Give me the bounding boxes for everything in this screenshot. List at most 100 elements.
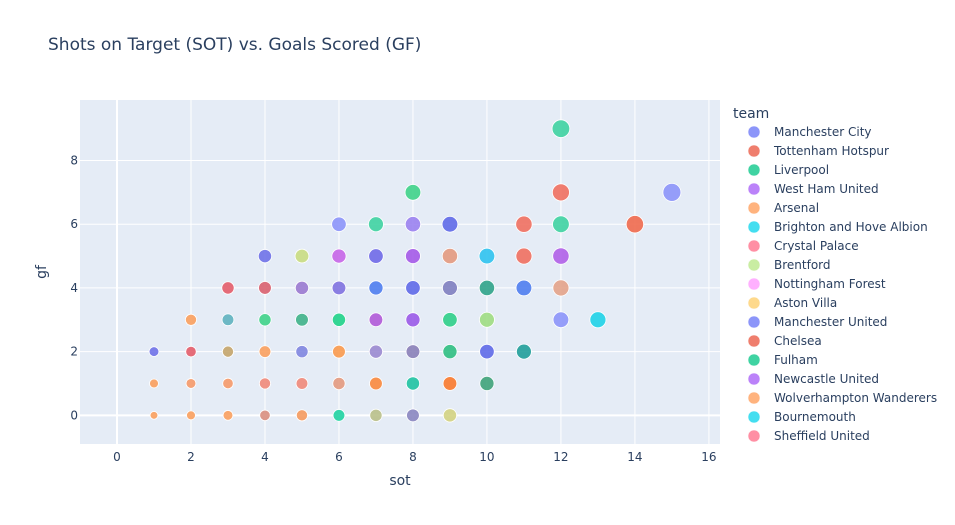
data-point[interactable]: [625, 215, 645, 234]
legend-marker: [747, 353, 761, 367]
data-point[interactable]: [149, 378, 159, 389]
legend-marker: [747, 220, 761, 234]
data-point[interactable]: [479, 343, 495, 360]
data-point[interactable]: [552, 279, 570, 297]
data-point[interactable]: [148, 346, 160, 357]
data-point[interactable]: [406, 408, 420, 423]
data-point[interactable]: [405, 280, 421, 296]
data-point[interactable]: [368, 280, 384, 296]
data-point[interactable]: [185, 378, 197, 389]
legend-label: Fulham: [774, 353, 818, 367]
data-point[interactable]: [551, 119, 571, 138]
data-point[interactable]: [222, 410, 234, 421]
data-point[interactable]: [442, 280, 458, 296]
data-point[interactable]: [552, 215, 570, 234]
data-point[interactable]: [184, 313, 197, 326]
data-point[interactable]: [294, 248, 310, 264]
legend-marker: [747, 315, 761, 329]
data-point[interactable]: [369, 408, 383, 422]
data-point[interactable]: [222, 377, 234, 390]
legend-item[interactable]: Liverpool: [747, 163, 829, 177]
legend-item[interactable]: Arsenal: [747, 201, 819, 215]
data-point[interactable]: [478, 279, 496, 297]
legend: team Manchester City Tottenham Hotspur Liv…: [733, 106, 937, 443]
data-point[interactable]: [404, 216, 422, 233]
data-point[interactable]: [368, 344, 384, 359]
data-point[interactable]: [295, 377, 309, 390]
data-point[interactable]: [442, 344, 458, 360]
y-tick-label: 2: [70, 345, 78, 359]
data-point[interactable]: [332, 376, 346, 391]
data-point[interactable]: [552, 247, 570, 265]
data-point[interactable]: [186, 410, 196, 421]
data-point[interactable]: [257, 249, 273, 264]
legend-marker: [747, 334, 761, 348]
legend-item[interactable]: Nottingham Forest: [747, 277, 886, 291]
data-point[interactable]: [331, 312, 347, 327]
data-point[interactable]: [331, 248, 347, 264]
legend-item[interactable]: Newcastle United: [747, 372, 879, 386]
data-point[interactable]: [442, 312, 458, 328]
legend-item[interactable]: Manchester United: [747, 315, 887, 329]
legend-item[interactable]: Aston Villa: [747, 296, 837, 310]
legend-item[interactable]: West Ham United: [747, 182, 879, 196]
data-point[interactable]: [404, 184, 422, 201]
legend-label: Tottenham Hotspur: [773, 144, 889, 158]
x-tick-label: 12: [553, 450, 568, 464]
legend-label: Manchester City: [774, 125, 872, 139]
data-point[interactable]: [258, 281, 272, 295]
data-point[interactable]: [552, 311, 570, 329]
data-point[interactable]: [221, 281, 235, 295]
data-point[interactable]: [185, 345, 197, 358]
data-point[interactable]: [331, 216, 347, 232]
data-point[interactable]: [258, 313, 272, 327]
data-point[interactable]: [515, 215, 533, 233]
data-point[interactable]: [369, 376, 383, 391]
data-point[interactable]: [662, 182, 682, 202]
data-point[interactable]: [294, 280, 310, 295]
data-point[interactable]: [441, 247, 459, 265]
data-point[interactable]: [331, 280, 347, 296]
data-point[interactable]: [368, 216, 384, 233]
data-point[interactable]: [295, 345, 309, 359]
legend-item[interactable]: Brentford: [747, 258, 831, 272]
data-point[interactable]: [221, 313, 235, 327]
plot-area[interactable]: [80, 100, 720, 444]
data-point[interactable]: [332, 344, 346, 359]
data-point[interactable]: [589, 311, 607, 329]
data-point[interactable]: [258, 345, 272, 358]
data-point[interactable]: [295, 312, 309, 327]
data-point[interactable]: [258, 377, 271, 390]
data-point[interactable]: [405, 376, 421, 391]
data-point[interactable]: [441, 215, 459, 233]
data-point[interactable]: [478, 247, 496, 265]
legend-item[interactable]: Manchester City: [747, 125, 872, 139]
legend-item[interactable]: Crystal Palace: [747, 239, 859, 253]
y-tick-label: 0: [70, 408, 78, 422]
data-point[interactable]: [332, 409, 346, 422]
data-point[interactable]: [405, 248, 421, 264]
data-point[interactable]: [551, 183, 570, 202]
data-point[interactable]: [479, 311, 495, 328]
legend-item[interactable]: Bournemouth: [747, 410, 856, 424]
data-point[interactable]: [368, 248, 384, 264]
data-point[interactable]: [442, 376, 458, 391]
data-point[interactable]: [479, 375, 495, 391]
data-point[interactable]: [516, 343, 532, 360]
data-point[interactable]: [515, 279, 533, 297]
legend-item[interactable]: Chelsea: [747, 334, 822, 348]
legend-item[interactable]: Fulham: [747, 353, 818, 367]
data-point[interactable]: [149, 411, 159, 420]
data-point[interactable]: [405, 344, 421, 359]
legend-item[interactable]: Brighton and Hove Albion: [747, 220, 928, 234]
data-point[interactable]: [405, 312, 421, 328]
legend-item[interactable]: Sheffield United: [747, 429, 870, 443]
data-point[interactable]: [442, 408, 458, 423]
data-point[interactable]: [259, 409, 271, 422]
legend-item[interactable]: Wolverhampton Wanderers: [747, 391, 937, 405]
data-point[interactable]: [368, 312, 384, 328]
data-point[interactable]: [221, 345, 234, 358]
data-point[interactable]: [295, 409, 308, 422]
data-point[interactable]: [515, 247, 533, 265]
legend-item[interactable]: Tottenham Hotspur: [747, 144, 889, 158]
